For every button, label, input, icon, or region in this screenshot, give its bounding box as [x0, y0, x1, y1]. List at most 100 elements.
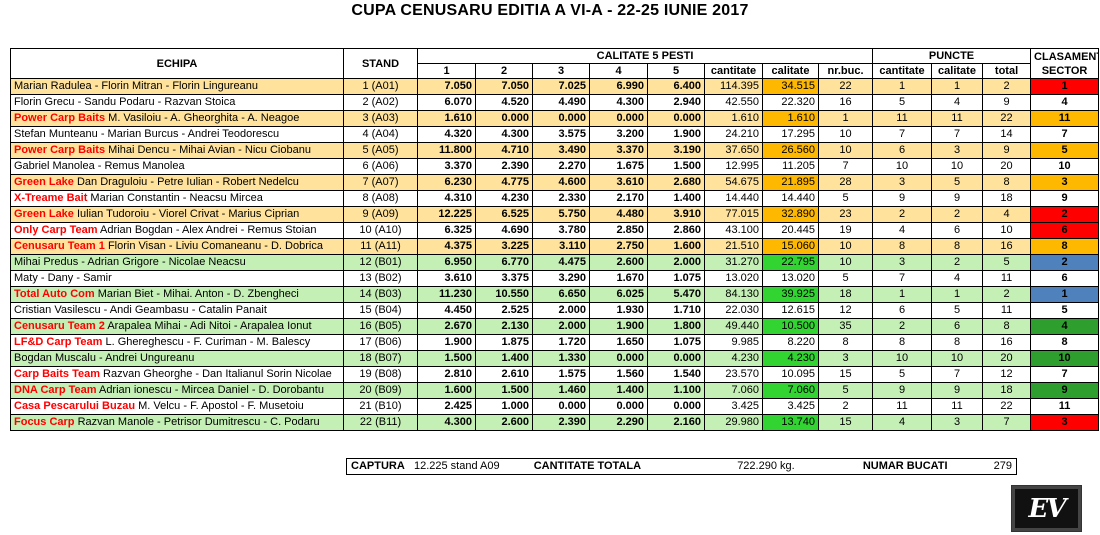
fish-weight-cell: 2.290 — [589, 414, 648, 431]
stand-cell: 20 (B09) — [343, 382, 418, 399]
fish-weight-cell: 3.610 — [417, 270, 476, 287]
fish-weight-cell: 7.050 — [475, 78, 533, 95]
cantitate-cell: 14.440 — [704, 190, 763, 207]
puncte-cantitate-cell: 4 — [872, 414, 933, 431]
cantitate-totala-label: CANTITATE TOTALA — [533, 460, 642, 472]
table-row: Stefan Munteanu - Marian Burcus - Andrei… — [10, 126, 1100, 143]
fish-weight-cell: 6.230 — [417, 174, 476, 191]
stand-cell: 19 (B08) — [343, 366, 418, 383]
cantitate-cell: 4.230 — [704, 350, 763, 367]
fish-weight-cell: 4.600 — [532, 174, 590, 191]
fish-weight-cell: 4.320 — [417, 126, 476, 143]
stand-cell: 6 (A06) — [343, 158, 418, 175]
stand-cell: 13 (B02) — [343, 270, 418, 287]
clasament-cell: 4 — [1030, 94, 1100, 111]
fish-weight-cell: 3.200 — [589, 126, 648, 143]
nr-buc-cell: 28 — [817, 174, 874, 191]
table-row: Only Carp Team Adrian Bogdan - Alex Andr… — [10, 222, 1100, 239]
puncte-cantitate-cell: 1 — [872, 286, 933, 303]
subheader-cell: 1 — [417, 63, 476, 79]
team-cell: Bogdan Muscalu - Andrei Ungureanu — [10, 350, 344, 367]
stand-cell: 4 (A04) — [343, 126, 418, 143]
team-sponsor: Cenusaru Team 2 — [14, 320, 105, 332]
fish-weight-cell: 2.000 — [532, 302, 590, 319]
clasament-cell: 7 — [1030, 126, 1100, 143]
stand-cell: 2 (A02) — [343, 94, 418, 111]
fish-weight-cell: 2.000 — [532, 318, 590, 335]
puncte-calitate-cell: 9 — [931, 382, 984, 399]
fish-weight-cell: 3.910 — [647, 206, 705, 223]
fish-weight-cell: 1.500 — [417, 350, 476, 367]
captura-label: CAPTURA — [351, 460, 405, 472]
calitate-cell: 22.795 — [762, 254, 819, 271]
calitate-cell: 21.895 — [762, 174, 819, 191]
team-sponsor: Cenusaru Team 1 — [14, 240, 105, 252]
puncte-calitate-cell: 4 — [931, 270, 984, 287]
team-cell: Mihai Predus - Adrian Grigore - Nicolae … — [10, 254, 344, 271]
stand-cell: 9 (A09) — [343, 206, 418, 223]
fish-weight-cell: 6.770 — [475, 254, 533, 271]
fish-weight-cell: 1.075 — [647, 334, 705, 351]
fish-weight-cell: 2.860 — [647, 222, 705, 239]
team-cell: Gabriel Manolea - Remus Manolea — [10, 158, 344, 175]
subheader-cell: nr.buc. — [817, 63, 874, 79]
fish-weight-cell: 2.600 — [475, 414, 533, 431]
header-calitate-group: CALITATE 5 PESTI — [416, 48, 874, 64]
team-sponsor: X-Treame Bait — [14, 192, 88, 204]
table-row: Maty - Dany - Samir 13 (B02) 3.610 3.375 3.2… — [10, 270, 1100, 287]
fish-weight-cell: 1.500 — [647, 158, 705, 175]
stand-cell: 18 (B07) — [343, 350, 418, 367]
fish-weight-cell: 6.950 — [417, 254, 476, 271]
cantitate-cell: 54.675 — [704, 174, 763, 191]
clasament-cell: 7 — [1030, 366, 1100, 383]
nr-buc-cell: 1 — [817, 110, 874, 127]
fish-weight-cell: 1.875 — [475, 334, 533, 351]
subheader-cell: total — [982, 63, 1032, 79]
fish-weight-cell: 0.000 — [589, 350, 648, 367]
clasament-cell: 3 — [1030, 174, 1100, 191]
fish-weight-cell: 4.230 — [475, 190, 533, 207]
team-members: M. Vasiloiu - A. Gheorghita - A. Neagoe — [105, 112, 300, 124]
puncte-total-cell: 2 — [982, 78, 1032, 95]
team-members: Dan Draguloiu - Petre Iulian - Robert Ne… — [73, 176, 299, 188]
puncte-calitate-cell: 1 — [931, 78, 984, 95]
fish-weight-cell: 2.000 — [647, 254, 705, 271]
fish-weight-cell: 2.810 — [417, 366, 476, 383]
team-sponsor: Carp Baits Team — [14, 368, 100, 380]
cantitate-cell: 3.425 — [704, 398, 763, 415]
fish-weight-cell: 10.550 — [475, 286, 533, 303]
team-cell: Power Carp Baits Mihai Dencu - Mihai Avi… — [10, 142, 344, 159]
puncte-calitate-cell: 5 — [931, 174, 984, 191]
puncte-cantitate-cell: 9 — [872, 190, 933, 207]
puncte-calitate-cell: 10 — [931, 158, 984, 175]
fish-weight-cell: 2.270 — [532, 158, 590, 175]
puncte-calitate-cell: 11 — [931, 110, 984, 127]
fish-weight-cell: 1.600 — [647, 238, 705, 255]
clasament-cell: 2 — [1030, 206, 1100, 223]
fish-weight-cell: 2.525 — [475, 302, 533, 319]
fish-weight-cell: 6.070 — [417, 94, 476, 111]
calitate-cell: 26.560 — [762, 142, 819, 159]
clasament-cell: 3 — [1030, 414, 1100, 431]
subheader-cell: 5 — [647, 63, 705, 79]
fish-weight-cell: 6.025 — [589, 286, 648, 303]
cantitate-cell: 7.060 — [704, 382, 763, 399]
team-members: Florin Grecu - Sandu Podaru - Razvan Sto… — [14, 96, 236, 108]
cantitate-cell: 21.510 — [704, 238, 763, 255]
fish-weight-cell: 6.525 — [475, 206, 533, 223]
nr-buc-cell: 16 — [817, 94, 874, 111]
puncte-calitate-cell: 8 — [931, 238, 984, 255]
clasament-cell: 4 — [1030, 318, 1100, 335]
team-members: Florin Visan - Liviu Comaneanu - D. Dobr… — [104, 240, 323, 252]
calitate-cell: 10.500 — [762, 318, 819, 335]
nr-buc-cell: 5 — [817, 382, 874, 399]
nr-buc-cell: 18 — [817, 286, 874, 303]
fish-weight-cell: 3.225 — [475, 238, 533, 255]
nr-buc-cell: 2 — [817, 398, 874, 415]
results-table: ECHIPA STAND CALITATE 5 PESTI PUNCTE CLA… — [10, 48, 1100, 431]
clasament-cell: 10 — [1030, 158, 1100, 175]
puncte-cantitate-cell: 8 — [872, 238, 933, 255]
calitate-cell: 14.440 — [762, 190, 819, 207]
team-sponsor: Green Lake — [14, 208, 74, 220]
fish-weight-cell: 7.025 — [532, 78, 590, 95]
